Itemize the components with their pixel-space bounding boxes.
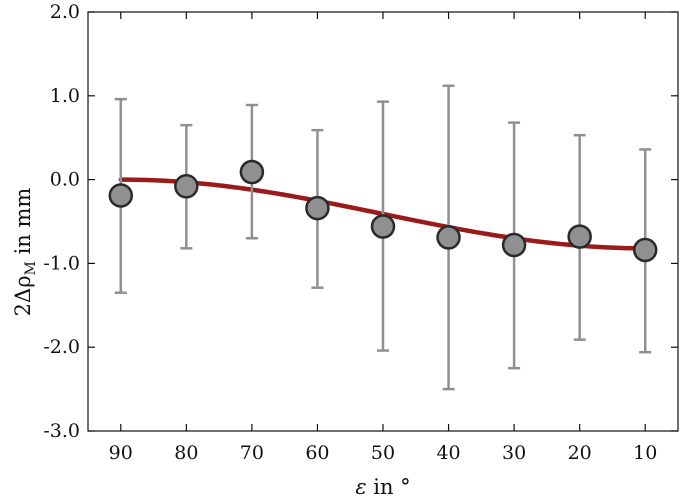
y-tick-label: 1.0 (50, 85, 80, 107)
data-point (174, 174, 199, 199)
y-axis-subscript: M (23, 261, 39, 275)
x-axis-label: ε in ° (355, 475, 410, 499)
data-point (567, 224, 592, 249)
x-axis-symbol: ε (355, 475, 366, 499)
marker-layer (108, 159, 658, 263)
data-point (239, 159, 265, 185)
y-axis-label: 2ΔρM in mm (11, 188, 39, 317)
data-point (632, 237, 658, 263)
x-tick-label: 60 (305, 442, 329, 464)
y-tick-label: 0.0 (50, 169, 80, 191)
x-tick-label: 20 (568, 442, 592, 464)
y-tick-label: -3.0 (43, 420, 80, 442)
y-tick-label: 2.0 (50, 1, 80, 23)
x-tick-label: 40 (436, 442, 460, 464)
x-tick-label: 70 (240, 442, 264, 464)
data-point (501, 232, 527, 258)
x-tick-label: 30 (502, 442, 526, 464)
tick-layer: 2.0 1.0 0.0 -1.0 -2.0 -3.0 90 80 70 60 50 40 30 20 10 (43, 1, 678, 464)
y-axis-prefix: 2Δρ (11, 275, 35, 316)
data-point (370, 214, 396, 239)
x-tick-label: 10 (633, 442, 657, 464)
x-tick-label: 80 (174, 442, 198, 464)
y-tick-label: -2.0 (43, 336, 80, 358)
x-tick-label: 50 (371, 442, 395, 464)
x-tick-label: 90 (109, 442, 133, 464)
data-point (108, 183, 134, 208)
y-tick-label: -1.0 (43, 252, 80, 274)
y-axis-unit-text: in mm (11, 188, 35, 262)
data-point (305, 195, 330, 221)
data-point (436, 225, 461, 250)
x-axis-unit-text: in ° (367, 475, 411, 499)
